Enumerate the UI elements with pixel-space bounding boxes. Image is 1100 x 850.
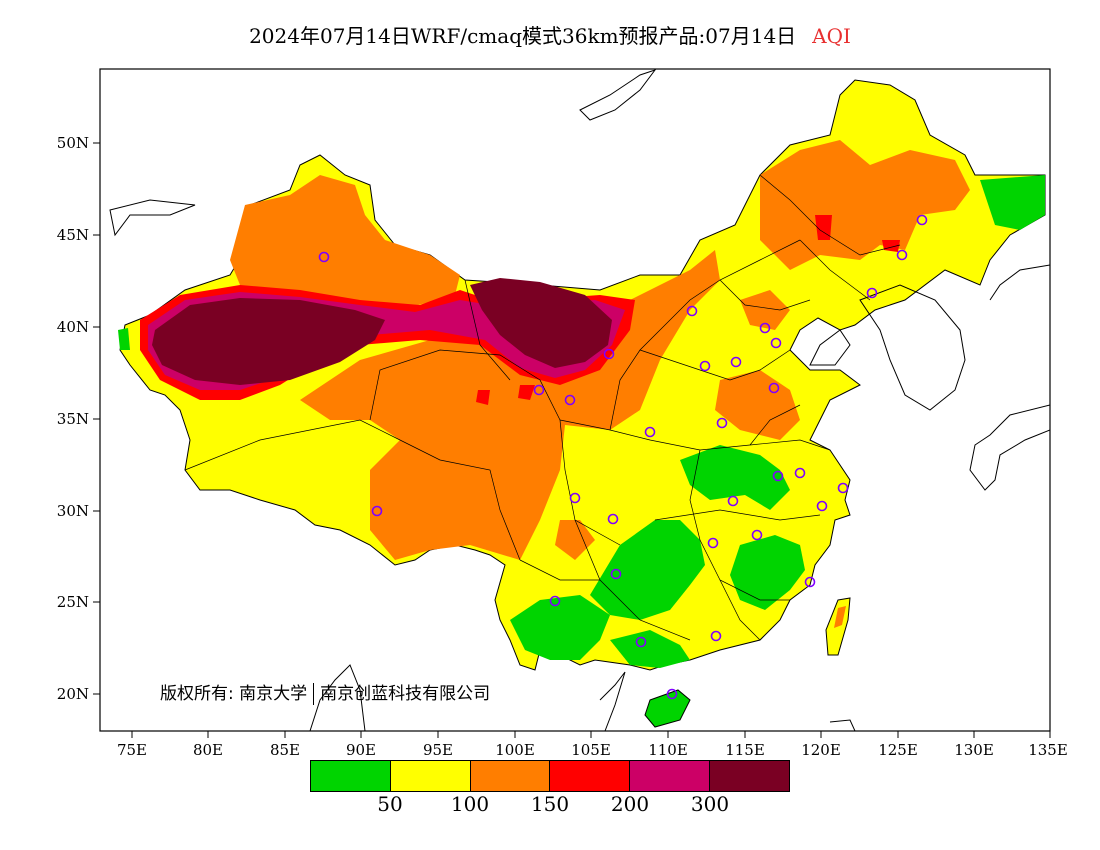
station-marker	[730, 356, 742, 368]
station-marker	[866, 287, 878, 299]
y-tick-label: 25N	[57, 593, 89, 611]
copyright-left: 版权所有: 南京大学	[160, 684, 308, 704]
x-tick-label: 130E	[954, 741, 994, 759]
x-tick-label: 125E	[878, 741, 918, 759]
y-tick-label: 50N	[57, 134, 89, 152]
legend-label: 300	[690, 792, 730, 816]
y-tick-label: 30N	[57, 502, 89, 520]
station-marker	[549, 595, 561, 607]
station-marker	[759, 322, 771, 334]
legend-swatch	[311, 761, 391, 791]
y-tick-labels: 50N 45N 40N 35N 30N 25N 20N	[57, 134, 89, 703]
station-marker	[707, 537, 719, 549]
taiwan-orange	[834, 606, 846, 628]
x-tick-label: 110E	[648, 741, 688, 759]
hainan-island	[644, 689, 691, 728]
copyright-right: 南京创蓝科技有限公司	[320, 684, 491, 704]
station-marker	[318, 251, 330, 263]
legend-labels: 50 100 150 200 300	[310, 792, 790, 820]
station-marker	[371, 505, 383, 517]
station-marker	[644, 426, 656, 438]
x-tick-label: 90E	[346, 741, 376, 759]
y-tick-label: 35N	[57, 410, 89, 428]
copyright-notice: 版权所有: 南京大学 南京创蓝科技有限公司	[160, 679, 490, 705]
station-marker	[666, 688, 678, 700]
station-marker	[768, 382, 780, 394]
copyright-divider	[313, 683, 315, 705]
station-marker	[710, 630, 722, 642]
legend-swatch	[630, 761, 711, 791]
x-tick-label: 95E	[423, 741, 453, 759]
x-tick-label: 75E	[117, 741, 147, 759]
station-marker	[804, 576, 816, 588]
x-tick-label: 135E	[1028, 741, 1068, 759]
station-marker	[607, 513, 619, 525]
map-title: 2024年07月14日WRF/cmaq模式36km预报产品:07月14日 AQI	[0, 20, 1100, 49]
legend-label: 150	[530, 792, 570, 816]
y-tick-label: 40N	[57, 318, 89, 336]
legend-swatch	[470, 761, 551, 791]
station-marker	[533, 384, 545, 396]
x-axis	[131, 731, 1051, 738]
y-tick-label: 45N	[57, 226, 89, 244]
legend-label: 100	[450, 792, 490, 816]
station-marker	[916, 214, 928, 226]
legend-swatch	[550, 761, 631, 791]
station-marker	[751, 529, 763, 541]
color-legend	[310, 760, 790, 792]
station-marker	[837, 482, 849, 494]
station-marker	[727, 495, 739, 507]
legend-swatch	[710, 761, 789, 791]
aqi-maroon-areas	[152, 278, 612, 385]
station-marker	[699, 360, 711, 372]
y-axis	[93, 142, 100, 695]
station-marker	[569, 492, 581, 504]
legend-label: 50	[377, 792, 403, 816]
x-tick-labels: 75E 80E 85E 90E 95E 100E 105E 110E 115E …	[117, 741, 1068, 759]
station-marker	[603, 348, 615, 360]
station-marker	[772, 470, 784, 482]
station-marker	[610, 568, 622, 580]
x-tick-label: 100E	[495, 741, 535, 759]
station-marker	[686, 305, 698, 317]
x-tick-label: 120E	[801, 741, 841, 759]
legend-label: 200	[610, 792, 650, 816]
aqi-green-areas	[118, 175, 1045, 725]
station-marker	[716, 417, 728, 429]
x-tick-label: 80E	[193, 741, 223, 759]
station-marker	[896, 249, 908, 261]
title-main: 2024年07月14日WRF/cmaq模式36km预报产品:07月14日	[249, 24, 797, 48]
province-boundaries	[184, 174, 901, 641]
x-tick-label: 85E	[270, 741, 300, 759]
y-tick-label: 20N	[57, 685, 89, 703]
station-marker	[770, 337, 782, 349]
station-marker	[564, 394, 576, 406]
legend-swatch	[390, 761, 471, 791]
title-variable: AQI	[812, 24, 851, 48]
station-marker	[635, 636, 647, 648]
map-frame	[99, 68, 1051, 732]
coastlines	[109, 69, 1050, 731]
x-tick-label: 105E	[571, 741, 611, 759]
station-marker	[794, 467, 806, 479]
monitoring-stations	[318, 214, 928, 700]
station-marker	[816, 500, 828, 512]
x-tick-label: 115E	[725, 741, 765, 759]
